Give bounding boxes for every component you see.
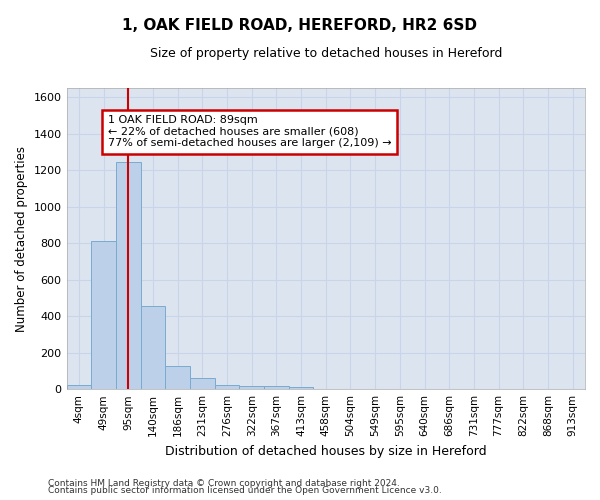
- Title: Size of property relative to detached houses in Hereford: Size of property relative to detached ho…: [149, 48, 502, 60]
- Bar: [91, 242, 116, 389]
- Text: 1 OAK FIELD ROAD: 89sqm
← 22% of detached houses are smaller (608)
77% of semi-d: 1 OAK FIELD ROAD: 89sqm ← 22% of detache…: [108, 115, 392, 148]
- Bar: [264, 386, 289, 389]
- Bar: [116, 162, 140, 389]
- Text: Contains public sector information licensed under the Open Government Licence v3: Contains public sector information licen…: [48, 486, 442, 495]
- Text: 1, OAK FIELD ROAD, HEREFORD, HR2 6SD: 1, OAK FIELD ROAD, HEREFORD, HR2 6SD: [122, 18, 478, 32]
- Bar: [289, 387, 313, 389]
- Bar: [239, 386, 264, 389]
- Bar: [215, 384, 239, 389]
- Text: Contains HM Land Registry data © Crown copyright and database right 2024.: Contains HM Land Registry data © Crown c…: [48, 478, 400, 488]
- Y-axis label: Number of detached properties: Number of detached properties: [15, 146, 28, 332]
- Bar: [165, 366, 190, 389]
- Bar: [140, 306, 165, 389]
- Bar: [67, 384, 91, 389]
- Bar: [190, 378, 215, 389]
- X-axis label: Distribution of detached houses by size in Hereford: Distribution of detached houses by size …: [165, 444, 487, 458]
